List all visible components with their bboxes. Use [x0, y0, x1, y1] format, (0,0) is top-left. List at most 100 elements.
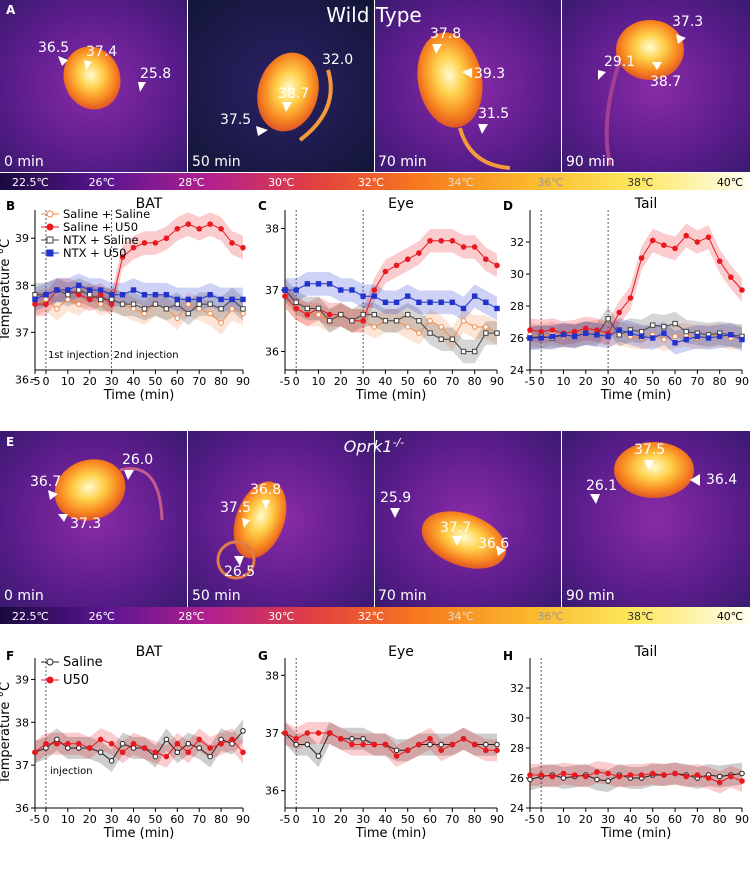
x-tick-label: 30 — [356, 813, 370, 826]
data-point — [282, 287, 288, 293]
y-tick-label: 39 — [15, 673, 29, 686]
data-point — [728, 332, 734, 338]
colorbar-tick-label: 30℃ — [268, 610, 294, 623]
data-point — [471, 244, 478, 250]
data-point — [661, 324, 667, 330]
data-point — [627, 772, 634, 778]
data-point — [86, 745, 93, 751]
x-tick-label: 10 — [61, 375, 75, 388]
data-point — [229, 736, 235, 743]
data-point — [293, 287, 299, 293]
temp-wt-0-a: 36.5 — [38, 40, 69, 56]
x-tick-label: 40 — [127, 813, 141, 826]
data-point — [728, 274, 734, 281]
temp-ko-90-a: 37.5 — [634, 442, 665, 458]
mouse-ko-50 — [233, 481, 287, 559]
series-error-band — [285, 722, 497, 768]
colorbar-tick-label: 36℃ — [537, 610, 563, 623]
y-tick-label: 32 — [510, 682, 524, 695]
y-axis-label: Temperature °C — [0, 682, 13, 785]
mouse-ko-70 — [421, 511, 507, 569]
data-point — [43, 292, 49, 298]
data-point — [661, 242, 667, 248]
chart-d: D Tail 24 26 28 30 32 -5 0 10 20 30 40 50 60 70 80 90 Time… — [503, 196, 749, 403]
x-axis-label: Time (min) — [600, 826, 672, 841]
data-point — [549, 773, 556, 780]
x-tick-label: 60 — [423, 813, 437, 826]
colorbar-tick-label: 32℃ — [358, 176, 384, 189]
data-point — [594, 776, 600, 783]
x-tick-label: 20 — [334, 813, 348, 826]
x-tick-label: 0 — [293, 813, 300, 826]
y-tick-label: 36 — [265, 346, 279, 359]
data-point — [616, 327, 622, 333]
chart-c: C Eye 36 37 38 -5 0 10 20 30 40 50 60 70 80 90 Time (min… — [258, 196, 504, 403]
data-point — [494, 330, 500, 336]
data-point — [471, 324, 478, 330]
legend-label: Saline + U50 — [63, 220, 138, 234]
x-tick-label: 50 — [401, 375, 415, 388]
data-point — [338, 311, 344, 318]
data-point — [185, 310, 191, 317]
arrow-icon — [598, 70, 606, 80]
y-tick-label: 36 — [15, 802, 29, 815]
temp-ko-70-b: 37.7 — [440, 520, 471, 536]
temp-ko-50-a: 37.5 — [220, 500, 251, 516]
data-point — [76, 282, 82, 288]
data-point — [638, 255, 645, 261]
arrow-icon — [590, 494, 600, 504]
colorbar-tick-label: 28℃ — [178, 610, 204, 623]
y-tick-label: 37 — [265, 727, 279, 740]
data-point — [605, 316, 611, 322]
data-point — [130, 244, 137, 251]
data-point — [694, 772, 701, 778]
panel-a-thermal-row: Wild Type A 36.5 37.4 25.8 0 min 32.0 38… — [0, 0, 750, 172]
data-point — [638, 333, 645, 340]
data-point — [174, 301, 181, 307]
data-point — [218, 306, 224, 312]
data-point — [416, 299, 422, 306]
data-point — [661, 330, 667, 336]
x-tick-label: -5 — [30, 375, 41, 388]
data-point — [438, 747, 445, 754]
data-point — [108, 740, 115, 747]
series-error-band — [530, 223, 742, 345]
data-point — [716, 258, 723, 265]
data-point — [119, 301, 126, 307]
panel-label-g: G — [258, 649, 268, 663]
data-point — [130, 301, 137, 307]
data-point — [416, 330, 422, 336]
data-point — [371, 311, 377, 318]
data-point — [119, 292, 126, 298]
data-point — [141, 306, 148, 312]
data-point — [438, 336, 444, 342]
data-point — [293, 735, 299, 742]
data-point — [185, 296, 191, 303]
data-point — [560, 770, 567, 777]
data-point — [627, 330, 634, 336]
data-point — [196, 301, 202, 307]
x-tick-label: 40 — [127, 375, 141, 388]
data-point — [404, 324, 411, 330]
data-point — [483, 324, 489, 330]
data-point — [494, 305, 500, 312]
x-tick-label: 30 — [105, 375, 119, 388]
mouse-wt-70 — [417, 32, 483, 128]
data-point — [683, 773, 690, 780]
legend-marker — [46, 249, 54, 257]
data-point — [240, 296, 246, 303]
chart-title: Eye — [388, 644, 414, 660]
time-ko-50: 50 min — [192, 588, 241, 604]
data-point — [240, 244, 246, 251]
time-ko-90: 90 min — [566, 588, 615, 604]
data-point — [97, 287, 104, 293]
colorbar-tick-label: 34℃ — [448, 176, 474, 189]
data-point — [315, 305, 322, 312]
data-point — [460, 317, 467, 324]
data-point — [108, 296, 115, 303]
data-point — [449, 336, 456, 342]
mouse-tail-ko-0 — [119, 467, 164, 521]
data-point — [694, 333, 701, 340]
temp-wt-90-c: 38.7 — [650, 74, 681, 90]
temp-ko-0-c: 37.3 — [70, 516, 101, 532]
